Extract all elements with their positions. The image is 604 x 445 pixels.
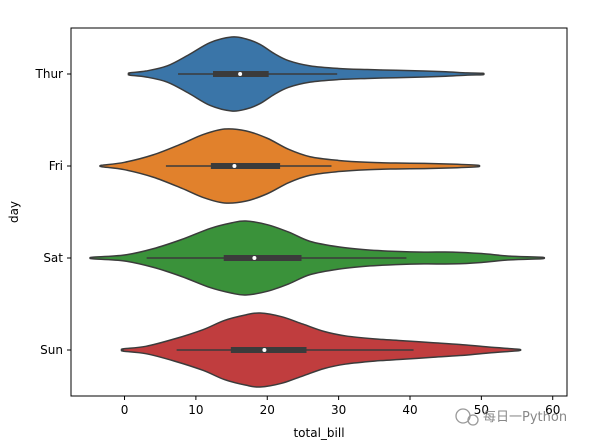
chat-bubble-small-icon — [467, 414, 479, 426]
x-tick-label: 40 — [402, 403, 417, 417]
x-tick-label: 0 — [121, 403, 129, 417]
x-tick-label: 20 — [260, 403, 275, 417]
violin-sun — [120, 312, 522, 388]
x-axis-label: total_bill — [293, 426, 344, 440]
x-axis: 0 10 20 30 40 50 60 — [121, 396, 560, 417]
iqr-box-fri — [210, 163, 281, 169]
median-point-sat — [252, 256, 257, 260]
y-tick-label-fri: Fri — [49, 159, 63, 173]
violin-sat — [89, 220, 546, 296]
watermark: 每日一Python — [455, 408, 567, 426]
violins-group — [89, 36, 546, 388]
iqr-box-sat — [223, 255, 302, 261]
violin-thur — [127, 36, 485, 112]
median-point-thur — [238, 72, 243, 76]
y-tick-label-sun: Sun — [40, 343, 63, 357]
median-point-sun — [262, 348, 267, 352]
median-point-fri — [232, 164, 237, 168]
watermark-text: 每日一Python — [483, 409, 567, 425]
iqr-box-sun — [230, 347, 307, 353]
y-axis-label: day — [7, 201, 21, 223]
x-tick-label: 10 — [188, 403, 203, 417]
x-tick-label: 30 — [331, 403, 346, 417]
y-tick-label-thur: Thur — [35, 67, 64, 81]
x-tick-label: 60 — [545, 403, 560, 417]
violin-fri — [99, 128, 481, 204]
x-tick-label: 50 — [474, 403, 489, 417]
y-tick-label-sat: Sat — [43, 251, 63, 265]
y-axis: Thur Fri Sat Sun — [35, 67, 71, 357]
plot-frame — [70, 27, 568, 397]
